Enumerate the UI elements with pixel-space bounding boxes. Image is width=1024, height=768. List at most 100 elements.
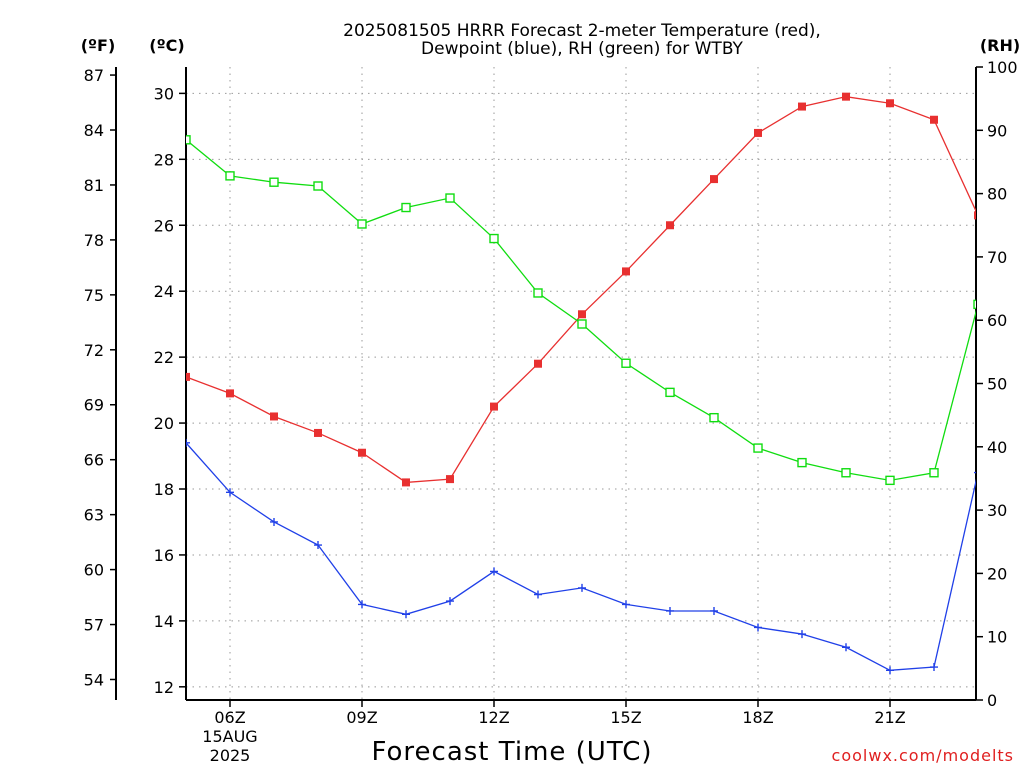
- temperature-point: [446, 475, 454, 484]
- fahrenheit-tick-label: 81: [84, 176, 104, 195]
- rh-point: [753, 443, 763, 453]
- rh-point: [445, 193, 455, 203]
- temperature-point: [270, 412, 278, 421]
- rh-point: [973, 299, 976, 310]
- fahrenheit-tick-label: 87: [84, 66, 104, 85]
- rh-tick-label: 100: [987, 58, 1018, 77]
- dewpoint-point: [710, 606, 718, 615]
- celsius-tick-label: 20: [154, 414, 174, 433]
- rh-tick-label: 60: [987, 311, 1007, 330]
- temperature-point: [314, 428, 322, 437]
- rh-point: [929, 468, 939, 478]
- celsius-tick-label: 22: [154, 348, 174, 367]
- temperature-point: [622, 267, 630, 276]
- dewpoint-point: [578, 583, 586, 592]
- rh-tick-label: 90: [987, 121, 1007, 140]
- temperature-point: [798, 102, 806, 111]
- credit-text: coolwx.com/modelts: [832, 746, 1014, 765]
- rh-point: [621, 358, 631, 368]
- dewpoint-point: [930, 663, 938, 672]
- temperature-point: [578, 310, 586, 319]
- temperature-point: [534, 359, 542, 368]
- x-tick-label: 09Z: [346, 708, 377, 727]
- celsius-tick-label: 14: [154, 612, 174, 631]
- celsius-tick-label: 18: [154, 480, 174, 499]
- dewpoint-point: [314, 541, 322, 550]
- x-tick-label: 12Z: [478, 708, 509, 727]
- fahrenheit-tick-label: 72: [84, 341, 104, 360]
- dewpoint-point: [402, 610, 410, 619]
- fahrenheit-axis-unit: (ºF): [81, 36, 116, 55]
- temperature-point: [226, 389, 234, 398]
- rh-tick-label: 30: [987, 501, 1007, 520]
- temperature-point: [358, 448, 366, 457]
- chart-title-line1: 2025081505 HRRR Forecast 2-meter Tempera…: [343, 21, 821, 41]
- temperature-series: [186, 92, 976, 487]
- date-label-day: 15AUG: [202, 727, 257, 746]
- rh-point: [797, 457, 807, 468]
- dewpoint-point: [754, 623, 762, 632]
- fahrenheit-tick-label: 78: [84, 231, 104, 250]
- fahrenheit-tick-label: 66: [84, 451, 104, 470]
- fahrenheit-tick-label: 57: [84, 616, 104, 635]
- temperature-line: [186, 96, 976, 484]
- rh-point: [533, 288, 543, 298]
- dewpoint-point: [226, 488, 234, 497]
- temperature-point: [974, 211, 976, 220]
- dewpoint-point: [798, 630, 806, 639]
- celsius-tick-label: 16: [154, 546, 174, 565]
- fahrenheit-tick-label: 84: [84, 121, 104, 140]
- celsius-tick-label: 30: [154, 84, 174, 103]
- rh-series: [186, 135, 976, 486]
- temperature-point: [842, 92, 850, 101]
- temperature-point: [930, 115, 938, 124]
- rh-point: [225, 171, 235, 181]
- x-tick-label: 15Z: [610, 708, 641, 727]
- grid: [186, 67, 976, 700]
- celsius-axis-unit: (ºC): [149, 36, 184, 55]
- rh-point: [401, 202, 411, 213]
- celsius-tick-label: 26: [154, 216, 174, 235]
- temperature-point: [490, 402, 498, 411]
- temperature-point: [666, 221, 674, 230]
- celsius-tick-label: 24: [154, 282, 174, 301]
- rh-tick-label: 40: [987, 438, 1007, 457]
- rh-point: [709, 412, 719, 423]
- temperature-point: [402, 478, 410, 487]
- rh-tick-label: 50: [987, 375, 1007, 394]
- dewpoint-point: [270, 517, 278, 526]
- fahrenheit-tick-label: 69: [84, 396, 104, 415]
- rh-point: [186, 135, 191, 145]
- celsius-tick-label: 28: [154, 150, 174, 169]
- rh-point: [885, 475, 895, 486]
- dewpoint-point: [842, 643, 850, 652]
- rh-tick-label: 0: [987, 691, 997, 710]
- fahrenheit-tick-label: 75: [84, 286, 104, 305]
- rh-tick-label: 80: [987, 185, 1007, 204]
- dewpoint-point: [446, 597, 454, 606]
- fahrenheit-tick-label: 54: [84, 670, 104, 689]
- temperature-point: [886, 99, 894, 108]
- axes: 54 57 60 63 66 69 72 75 78 81 84 87 12 14 16 18 20 22 24 26…: [84, 58, 1018, 727]
- rh-point: [841, 468, 851, 478]
- chart-title-line2: Dewpoint (blue), RH (green) for WTBY: [421, 39, 744, 59]
- rh-point: [577, 319, 587, 329]
- rh-point: [665, 387, 675, 398]
- x-tick-label: 18Z: [742, 708, 773, 727]
- dewpoint-line: [186, 442, 976, 671]
- dewpoint-point: [974, 471, 976, 474]
- temperature-point: [710, 175, 718, 184]
- dewpoint-point: [666, 606, 674, 615]
- temperature-point: [186, 372, 190, 381]
- celsius-tick-label: 12: [154, 678, 174, 697]
- dewpoint-point: [622, 600, 630, 609]
- x-axis-label: Forecast Time (UTC): [371, 737, 652, 767]
- x-tick-label: 21Z: [874, 708, 905, 727]
- rh-point: [357, 219, 367, 229]
- temperature-point: [754, 128, 762, 137]
- rh-point: [489, 233, 499, 244]
- date-label-year: 2025: [210, 746, 251, 765]
- dewpoint-point: [186, 438, 190, 447]
- dewpoint-point: [490, 567, 498, 576]
